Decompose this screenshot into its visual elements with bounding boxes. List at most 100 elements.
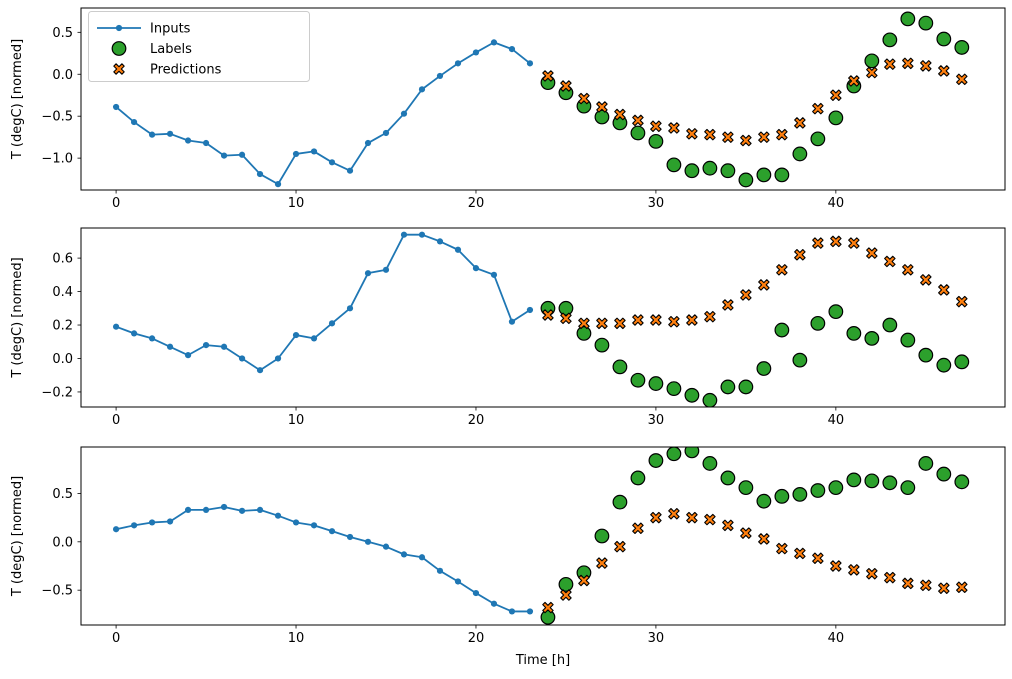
predictions-x-marker (920, 579, 932, 592)
inputs-point-marker (112, 103, 120, 111)
legend-item-label: Labels (150, 42, 192, 57)
labels-circle-marker (702, 456, 718, 471)
predictions-x-marker (740, 527, 752, 539)
inputs-point-marker (292, 150, 300, 158)
x-axis-ticks: 0 10 20 30 40 (112, 625, 844, 646)
legend-item-label: Predictions (150, 63, 222, 78)
labels-circle-marker (864, 473, 880, 489)
inputs-point-marker (130, 522, 138, 529)
labels-circle-marker (882, 475, 898, 491)
predictions-x-marker (668, 315, 680, 328)
inputs-point-marker (382, 266, 390, 273)
inputs-point-marker (112, 526, 120, 533)
inputs-point-marker (508, 318, 516, 325)
inputs-point-marker (400, 110, 408, 117)
subplot-2: 0 10 20 30 40 0.6 0.4 0.2 0.0 −0.2 T (degC) [norme… (10, 227, 1006, 428)
y-tick-label: 0.0 (52, 352, 73, 367)
predictions-x-marker (614, 108, 626, 121)
labels-circle-marker (828, 110, 844, 126)
predictions-x-marker (938, 582, 950, 594)
labels-circle-marker (846, 472, 862, 488)
predictions-x-marker (686, 511, 698, 524)
predictions-x-marker (614, 540, 626, 553)
legend-predictions-x-icon (113, 63, 125, 75)
labels-circle-marker (792, 487, 808, 502)
inputs-line (115, 41, 531, 186)
labels-circle-marker (576, 325, 592, 341)
predictions-x-marker (776, 264, 788, 276)
predictions-x-marker (920, 274, 932, 286)
labels-circle-marker (864, 331, 880, 346)
inputs-point-marker (346, 305, 354, 312)
labels-circle-marker (900, 480, 916, 496)
predictions-x-marker (704, 513, 716, 526)
predictions-x-marker (848, 237, 860, 249)
labels-circle-marker (684, 387, 700, 403)
predictions-x-marker (938, 65, 950, 77)
inputs-point-marker (328, 528, 336, 535)
labels-circle-marker (720, 379, 736, 395)
labels-circle-marker (630, 125, 646, 141)
axes-frame (80, 446, 1006, 626)
labels-circle-marker (594, 109, 610, 125)
predictions-x-marker (866, 66, 878, 79)
predictions-x-marker (596, 101, 608, 113)
predictions-x-marker (830, 235, 842, 248)
inputs-point-marker (148, 335, 156, 342)
x-axis-ticks: 0 10 20 30 40 (112, 407, 844, 428)
labels-circle-marker (810, 315, 826, 331)
predictions-x-marker (704, 128, 716, 141)
labels-circle-marker (936, 466, 952, 482)
labels-circle-marker (774, 167, 790, 183)
y-tick-label: 0.5 (52, 26, 73, 41)
labels-circle-marker (684, 163, 700, 179)
inputs-point-marker (292, 519, 300, 526)
y-axis-label: T (degC) [normed] (10, 257, 25, 378)
inputs-point-marker (328, 159, 336, 166)
inputs-point-marker (454, 578, 462, 585)
inputs-line (115, 233, 531, 372)
labels-circle-marker (810, 131, 826, 147)
labels-circle-marker (954, 40, 970, 55)
inputs-point-marker (310, 522, 318, 529)
data-area (112, 231, 970, 407)
predictions-x-marker (578, 574, 590, 587)
predictions-x-marker (668, 122, 680, 134)
inputs-point-marker (184, 506, 192, 513)
legend-box (88, 11, 310, 82)
inputs-point-marker (220, 503, 228, 511)
predictions-x-marker (794, 249, 806, 261)
predictions-x-marker (866, 247, 878, 259)
labels-circle-marker (648, 376, 664, 391)
inputs-point-marker (202, 342, 210, 349)
labels-circle-marker (774, 488, 790, 504)
y-tick-label: 0.5 (52, 487, 73, 502)
predictions-x-marker (722, 131, 734, 143)
inputs-point-marker (436, 567, 444, 574)
inputs-point-marker (526, 60, 534, 67)
predictions-x-marker (596, 557, 608, 569)
x-axis-label: Time [h] (515, 653, 570, 668)
predictions-x-marker (848, 75, 860, 87)
labels-circle-marker (810, 483, 826, 498)
labels-circle-marker (558, 300, 574, 316)
predictions-x-marker (848, 564, 860, 576)
y-tick-label: 0.6 (52, 252, 73, 267)
inputs-point-marker (418, 231, 426, 238)
labels-circle-marker (900, 11, 916, 27)
labels-circle-marker (756, 167, 772, 183)
predictions-x-marker (938, 284, 950, 296)
labels-circle-marker (648, 453, 664, 468)
inputs-point-marker (310, 335, 318, 342)
labels-circle-marker (792, 352, 808, 368)
inputs-point-marker (256, 170, 264, 178)
inputs-point-marker (292, 331, 300, 339)
labels-circle-marker (918, 456, 934, 471)
inputs-point-marker (220, 343, 228, 350)
legend-labels-circle-icon (111, 41, 127, 56)
inputs-point-marker (166, 130, 174, 137)
inputs-point-marker (490, 39, 498, 46)
inputs-point-marker (526, 306, 534, 314)
predictions-x-marker (902, 577, 914, 590)
inputs-point-marker (382, 129, 390, 137)
